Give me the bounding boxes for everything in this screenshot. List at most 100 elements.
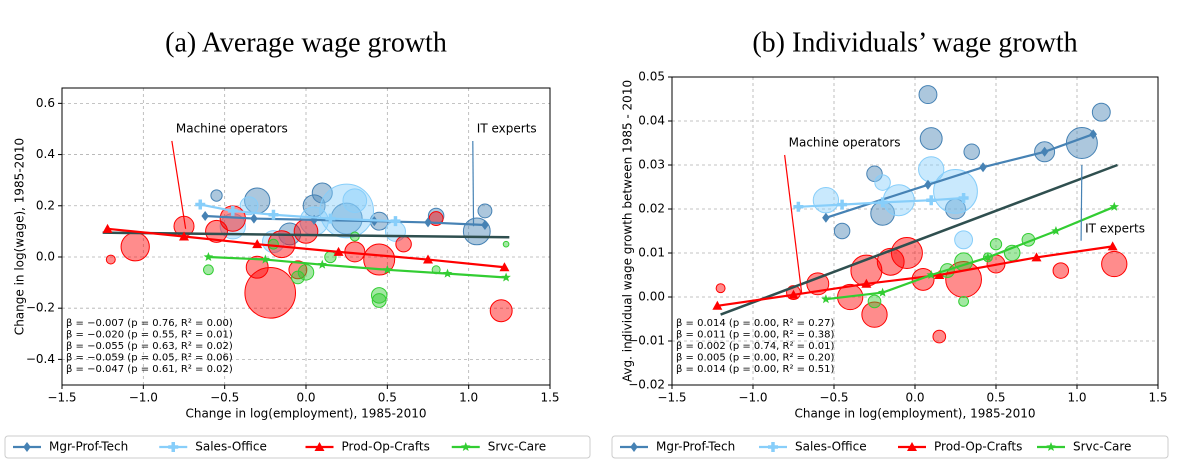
y-tick-label: 0.01 [638,246,665,260]
bubble [989,238,1003,251]
bubble [1101,250,1128,278]
bubble [918,85,938,105]
legend-marker [768,442,778,452]
annotation-arrow [784,154,803,293]
bubble [319,183,374,239]
line-marker [481,219,489,230]
x-tick-label: 0.5 [986,391,1005,405]
bubble [932,329,947,344]
line-marker [179,231,189,241]
x-tick-label: −1.5 [657,391,686,405]
bubble [1052,262,1070,279]
legend-marker [1046,442,1056,452]
line-marker [102,223,113,233]
legend-marker [460,442,471,452]
legend-box [4,435,591,459]
legend-label: Prod-Op-Crafts [934,440,1022,454]
line-marker [423,254,433,264]
line-marker [195,199,206,210]
x-tick-label: −0.5 [210,391,239,405]
legend-label: Srvc-Care [488,440,546,454]
legend-marker [630,442,638,452]
stat-text: β = −0.020 (p = 0.55, R² = 0.01) [66,330,233,341]
bubble [239,196,259,216]
line-marker [1051,226,1061,236]
line-marker [861,278,872,288]
y-axis-label: Change in log(wage), 1985-2010 [13,138,27,335]
bubble [876,247,905,276]
bubble [244,267,297,319]
x-tick-label: 1.5 [540,391,559,405]
y-tick-label: −0.2 [26,301,55,315]
line-marker [924,179,932,190]
legend-label: Mgr-Prof-Tech [49,440,128,454]
bubble [371,293,387,308]
line-marker [499,262,510,272]
bubble [890,237,923,269]
y-tick-label: 0.4 [36,147,55,161]
y-tick-label: 0.02 [638,202,665,216]
stat-text: β = 0.014 (p = 0.00, R² = 0.51) [676,364,834,375]
line-marker [837,199,848,210]
line-marker [712,300,723,310]
y-tick-label: 0.00 [638,290,665,304]
bubble [867,294,882,309]
line-marker [1089,129,1097,140]
bubble [919,127,943,151]
line-marker [788,289,799,299]
bubble [395,235,412,253]
line-marker [821,294,831,304]
bubble [210,189,223,202]
line-marker [1031,252,1042,262]
annotation-arrow [1080,164,1083,241]
line-marker [227,205,238,216]
bubble [958,296,969,307]
line-marker [382,264,393,274]
line-marker [424,217,432,228]
y-tick-label: −0.01 [628,334,665,348]
bubble [311,182,333,204]
line-marker [390,216,401,227]
bubble [291,270,305,285]
annotation: Machine operators [176,121,288,135]
series-line [107,227,505,269]
x-axis-label: Change in log(employment), 1985-2010 [794,407,1035,421]
line-marker [926,195,937,206]
bubble [489,299,513,323]
line-marker [250,213,258,224]
y-tick-label: 0.05 [638,70,665,84]
line-marker [877,197,888,208]
x-tick-label: 0.0 [296,391,315,405]
line-marker [979,162,987,173]
x-tick-label: 0.0 [905,391,924,405]
bubble [268,238,279,250]
x-tick-label: −1.0 [129,391,158,405]
y-axis-label: Avg. individual wage growth between 1985… [621,80,635,382]
stat-text: β = 0.002 (p = 0.74, R² = 0.01) [676,341,834,352]
stat-text: β = −0.047 (p = 0.61, R² = 0.02) [66,364,233,375]
series-line [717,245,1113,307]
line-marker [268,209,279,220]
x-tick-label: 1.5 [1148,391,1167,405]
fit-line [720,163,1118,316]
y-tick-label: 0.04 [638,114,665,128]
bubble [502,240,510,248]
bubble [861,301,888,328]
annotation-arrow [171,140,187,229]
legend-label: Srvc-Care [1073,440,1131,454]
plot-frame [61,87,551,386]
x-tick-label: 1.0 [459,391,478,405]
y-tick-label: 0.2 [36,198,55,212]
line-marker [203,251,214,262]
line-marker [260,254,271,264]
legend-marker [907,442,917,451]
fit-line [102,231,510,239]
bubble [963,143,980,161]
annotation: IT experts [1085,221,1145,235]
line-marker [934,270,945,279]
stat-text: β = −0.055 (p = 0.63, R² = 0.02) [66,341,233,352]
y-tick-label: 0.0 [36,249,55,263]
chart-title: (b) Individuals’ wage growth [752,27,1077,58]
plot-frame [671,76,1159,386]
